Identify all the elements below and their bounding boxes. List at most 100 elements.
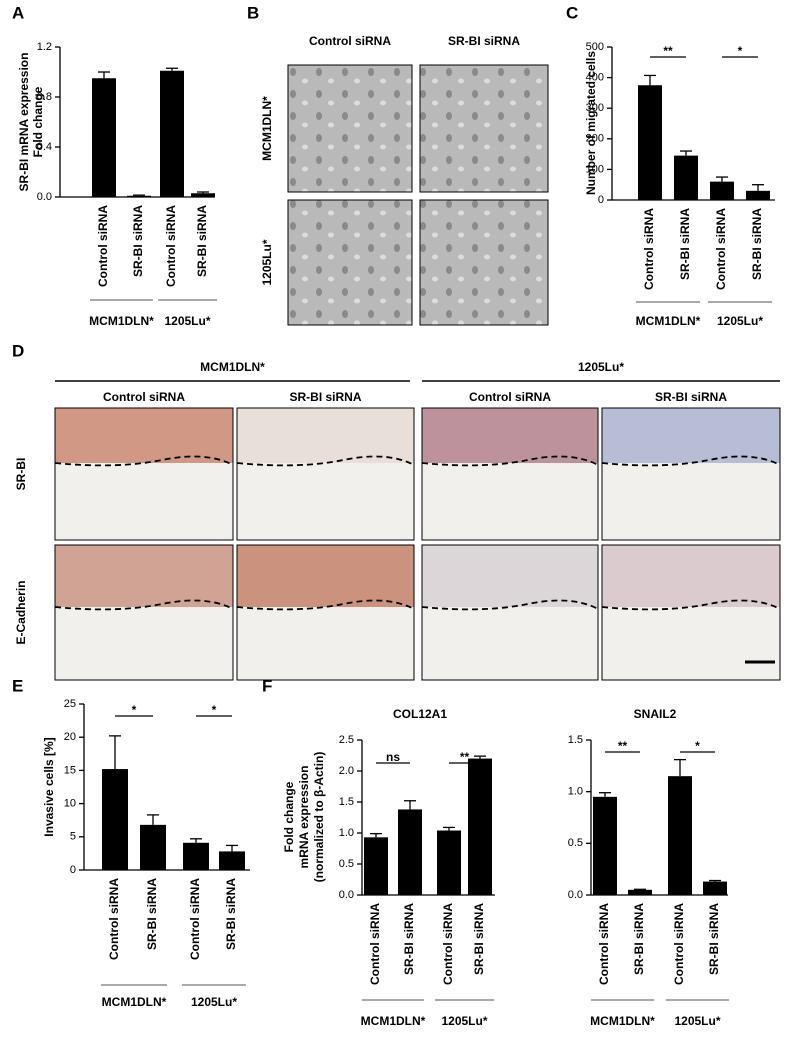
epithelium bbox=[237, 408, 414, 463]
y-axis-label: mRNA expression bbox=[297, 766, 311, 869]
error-bar bbox=[98, 71, 110, 79]
significance-label: * bbox=[695, 739, 700, 753]
epithelium bbox=[237, 545, 414, 607]
epithelium bbox=[422, 545, 598, 607]
significance-label: ** bbox=[618, 739, 628, 753]
error-bar bbox=[716, 176, 728, 182]
bar bbox=[364, 837, 388, 895]
error-bar bbox=[752, 184, 764, 191]
y-tick-label: 20 bbox=[64, 731, 76, 743]
error-bar bbox=[474, 755, 486, 759]
significance-label: ns bbox=[386, 750, 400, 764]
x-tick-label: SR-BI siRNA bbox=[472, 903, 486, 975]
x-tick-label: SR-BI siRNA bbox=[224, 878, 238, 950]
y-tick-label: 0.8 bbox=[37, 91, 52, 103]
significance-label: * bbox=[738, 44, 743, 58]
x-tick-label: Control siRNA bbox=[107, 878, 121, 960]
row-label: 1205Lu* bbox=[260, 239, 274, 285]
y-axis-label: Invasive cells [%] bbox=[42, 737, 56, 836]
section-frame bbox=[601, 407, 781, 541]
error-bar bbox=[147, 814, 159, 825]
error-bar bbox=[674, 758, 686, 777]
y-tick-label: 300 bbox=[586, 102, 604, 114]
y-tick-label: 1.0 bbox=[339, 827, 354, 839]
bar bbox=[191, 193, 215, 197]
x-tick-label: SR-BI siRNA bbox=[632, 903, 646, 975]
basement-line bbox=[601, 599, 781, 611]
section-frame bbox=[421, 544, 599, 681]
epithelium bbox=[602, 408, 780, 463]
panel-letter: C bbox=[566, 3, 578, 22]
error-bar bbox=[166, 67, 178, 71]
bar bbox=[593, 796, 617, 895]
column-label: Control siRNA bbox=[309, 34, 391, 48]
group-label: 1205Lu* bbox=[191, 995, 237, 1009]
y-tick-label: 0.5 bbox=[339, 858, 354, 870]
column-label: SR-BI siRNA bbox=[289, 390, 361, 404]
panel-letter: A bbox=[12, 3, 24, 22]
bar bbox=[160, 70, 184, 197]
basement-line bbox=[601, 455, 781, 467]
x-tick-label: SR-BI siRNA bbox=[750, 208, 764, 280]
y-tick-label: 0 bbox=[598, 194, 604, 206]
basement-line bbox=[236, 455, 415, 467]
bar bbox=[398, 809, 422, 895]
x-tick-label: Control siRNA bbox=[96, 205, 110, 287]
chart-title: SNAIL2 bbox=[634, 707, 677, 721]
x-tick-label: Control siRNA bbox=[368, 903, 382, 985]
panel-letter: E bbox=[12, 676, 23, 695]
panel-letter: D bbox=[12, 341, 24, 360]
micrograph bbox=[419, 64, 549, 193]
group-label: MCM1DLN* bbox=[636, 314, 701, 328]
group-label: 1205Lu* bbox=[717, 314, 763, 328]
x-tick-label: SR-BI siRNA bbox=[131, 205, 145, 277]
x-tick-label: Control siRNA bbox=[597, 903, 611, 985]
y-axis-label: (normalized to β-Actin) bbox=[312, 752, 326, 883]
bar bbox=[468, 758, 492, 895]
y-tick-label: 25 bbox=[64, 698, 76, 710]
y-tick-label: 15 bbox=[64, 764, 76, 776]
x-tick-label: Control siRNA bbox=[441, 903, 455, 985]
y-tick-label: 1.5 bbox=[339, 796, 354, 808]
y-tick-label: 2.5 bbox=[339, 734, 354, 746]
basement-line bbox=[421, 455, 599, 467]
panel-letter: B bbox=[247, 3, 259, 22]
y-tick-label: 0 bbox=[70, 864, 76, 876]
y-axis-label: Fold change bbox=[282, 781, 296, 852]
y-tick-label: 0.0 bbox=[37, 191, 52, 203]
x-tick-label: Control siRNA bbox=[164, 205, 178, 287]
section-frame bbox=[236, 544, 415, 681]
epithelium bbox=[422, 408, 598, 463]
y-tick-label: 200 bbox=[586, 133, 604, 145]
error-bar bbox=[133, 194, 145, 196]
group-label: MCM1DLN* bbox=[361, 1014, 426, 1028]
micrograph bbox=[419, 199, 549, 326]
micrograph bbox=[287, 199, 413, 326]
x-tick-label: SR-BI siRNA bbox=[678, 208, 692, 280]
significance-label: * bbox=[132, 703, 137, 717]
chart-title: COL12A1 bbox=[393, 707, 447, 721]
bar bbox=[628, 889, 652, 895]
x-tick-label: SR-BI siRNA bbox=[195, 205, 209, 277]
significance-label: ** bbox=[460, 750, 470, 764]
y-axis-label: Fold change bbox=[31, 86, 45, 157]
column-label: Control siRNA bbox=[469, 390, 551, 404]
column-label: SR-BI siRNA bbox=[655, 390, 727, 404]
y-axis-label: SR-BI mRNA expression bbox=[17, 53, 31, 192]
y-axis-label: Number of migrated cells bbox=[584, 51, 598, 195]
y-tick-label: 0.4 bbox=[37, 141, 52, 153]
basement-line bbox=[54, 455, 234, 467]
group-label: MCM1DLN* bbox=[89, 314, 154, 328]
error-bar bbox=[404, 800, 416, 810]
x-tick-label: SR-BI siRNA bbox=[402, 903, 416, 975]
epithelium bbox=[55, 408, 233, 463]
bar bbox=[92, 78, 116, 197]
error-bar bbox=[644, 74, 656, 86]
section-frame bbox=[601, 544, 781, 681]
group-label: MCM1DLN* bbox=[590, 1014, 655, 1028]
basement-line bbox=[421, 599, 599, 611]
column-label: SR-BI siRNA bbox=[448, 34, 520, 48]
y-tick-label: 0.0 bbox=[339, 889, 354, 901]
y-tick-label: 1.2 bbox=[37, 41, 52, 53]
x-tick-label: Control siRNA bbox=[672, 903, 686, 985]
